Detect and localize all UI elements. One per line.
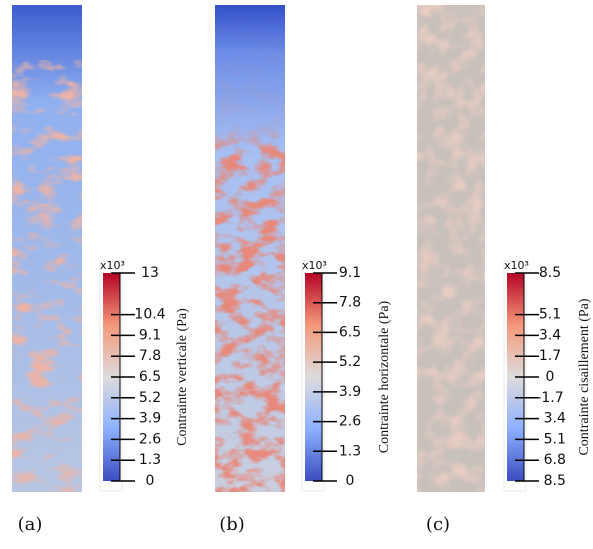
colorbar-tick-label: - 3.4 (534, 411, 566, 427)
colorbar-tick-label: - 8.5 (534, 473, 566, 489)
panel-label: (c) (426, 514, 450, 535)
colorbar-tick-label: 6.5 (139, 369, 161, 385)
colorbar-tick-label: 9.1 (139, 327, 161, 343)
colorbar-tick-label: 0 (146, 473, 155, 489)
field-c (417, 5, 485, 492)
panel-label: (a) (18, 514, 43, 535)
colorbar-title: Contrainte cisaillement (Pa) (577, 298, 592, 455)
colorbar-tick-label: 1.3 (139, 452, 161, 468)
colorbar-frame (301, 260, 325, 492)
colorbar: x10³ 9.1 7.8 6.5 5.2 3.9 2.6 1.3 0 Contrainte hor… (301, 259, 392, 492)
colorbar-tick-label: 3.9 (139, 411, 161, 427)
colorbar-tick-label: 1.3 (339, 443, 361, 459)
colorbar-tick-label: 7.8 (339, 295, 361, 311)
colorbar-tick-label: 2.6 (339, 414, 361, 430)
field-a (12, 5, 82, 492)
colorbar-tick-label: 2.6 (139, 431, 161, 447)
colorbar-scale (305, 273, 322, 481)
colorbar-tick-label: -1.7 (536, 390, 563, 406)
colorbar: x10³ 8.5 5.1 3.4 1.7 0 -1.7 - 3.4 - 5.1 - 6.8 - 8.… (503, 259, 592, 492)
colorbar-frame (99, 260, 123, 492)
colorbar-multiplier: x10³ (100, 259, 125, 272)
colorbar-tick-label: 0 (346, 473, 355, 489)
colorbar-tick-label: 10.4 (134, 307, 165, 323)
colorbar-tick-label: - 6.8 (534, 452, 566, 468)
colorbar-title: Contrainte verticale (Pa) (175, 308, 190, 446)
colorbar-tick-label: 13 (141, 265, 159, 281)
colorbar-tick-label: 3.4 (539, 327, 561, 343)
colorbar-title: Contrainte horizontale (Pa) (377, 300, 392, 453)
field-b (215, 5, 285, 492)
colorbar-tick-label: 3.9 (339, 384, 361, 400)
colorbar-tick-label: 5.1 (539, 307, 561, 323)
colorbar-tick-label: 7.8 (139, 348, 161, 364)
panel-label: (b) (219, 514, 245, 535)
colorbar-multiplier: x10³ (504, 259, 529, 272)
colorbar-tick-label: 5.2 (139, 390, 161, 406)
colorbar-tick-label: 0 (546, 369, 555, 385)
colorbar: x10³ 13 10.4 9.1 7.8 6.5 5.2 3.9 2.6 1.3 0 Contrain… (99, 259, 190, 492)
colorbar-tick-label: 6.5 (339, 324, 361, 340)
colorbar-tick-label: - 5.1 (534, 431, 566, 447)
colorbar-tick-label: 8.5 (539, 265, 561, 281)
colorbar-multiplier: x10³ (302, 259, 327, 272)
colorbar-frame (503, 260, 527, 492)
colorbar-tick-label: 5.2 (339, 354, 361, 370)
colorbar-tick-label: 1.7 (539, 348, 561, 364)
colorbar-tick-label: 9.1 (339, 265, 361, 281)
